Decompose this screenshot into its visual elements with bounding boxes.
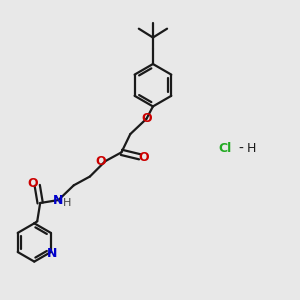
Text: O: O [95,155,106,168]
Text: O: O [139,151,149,164]
Text: Cl: Cl [218,142,232,155]
Text: N: N [53,194,64,207]
Text: H: H [247,142,256,155]
Text: -: - [239,142,244,155]
Text: N: N [47,247,58,260]
Text: O: O [27,177,38,190]
Text: H: H [63,198,71,208]
Text: O: O [141,112,152,125]
